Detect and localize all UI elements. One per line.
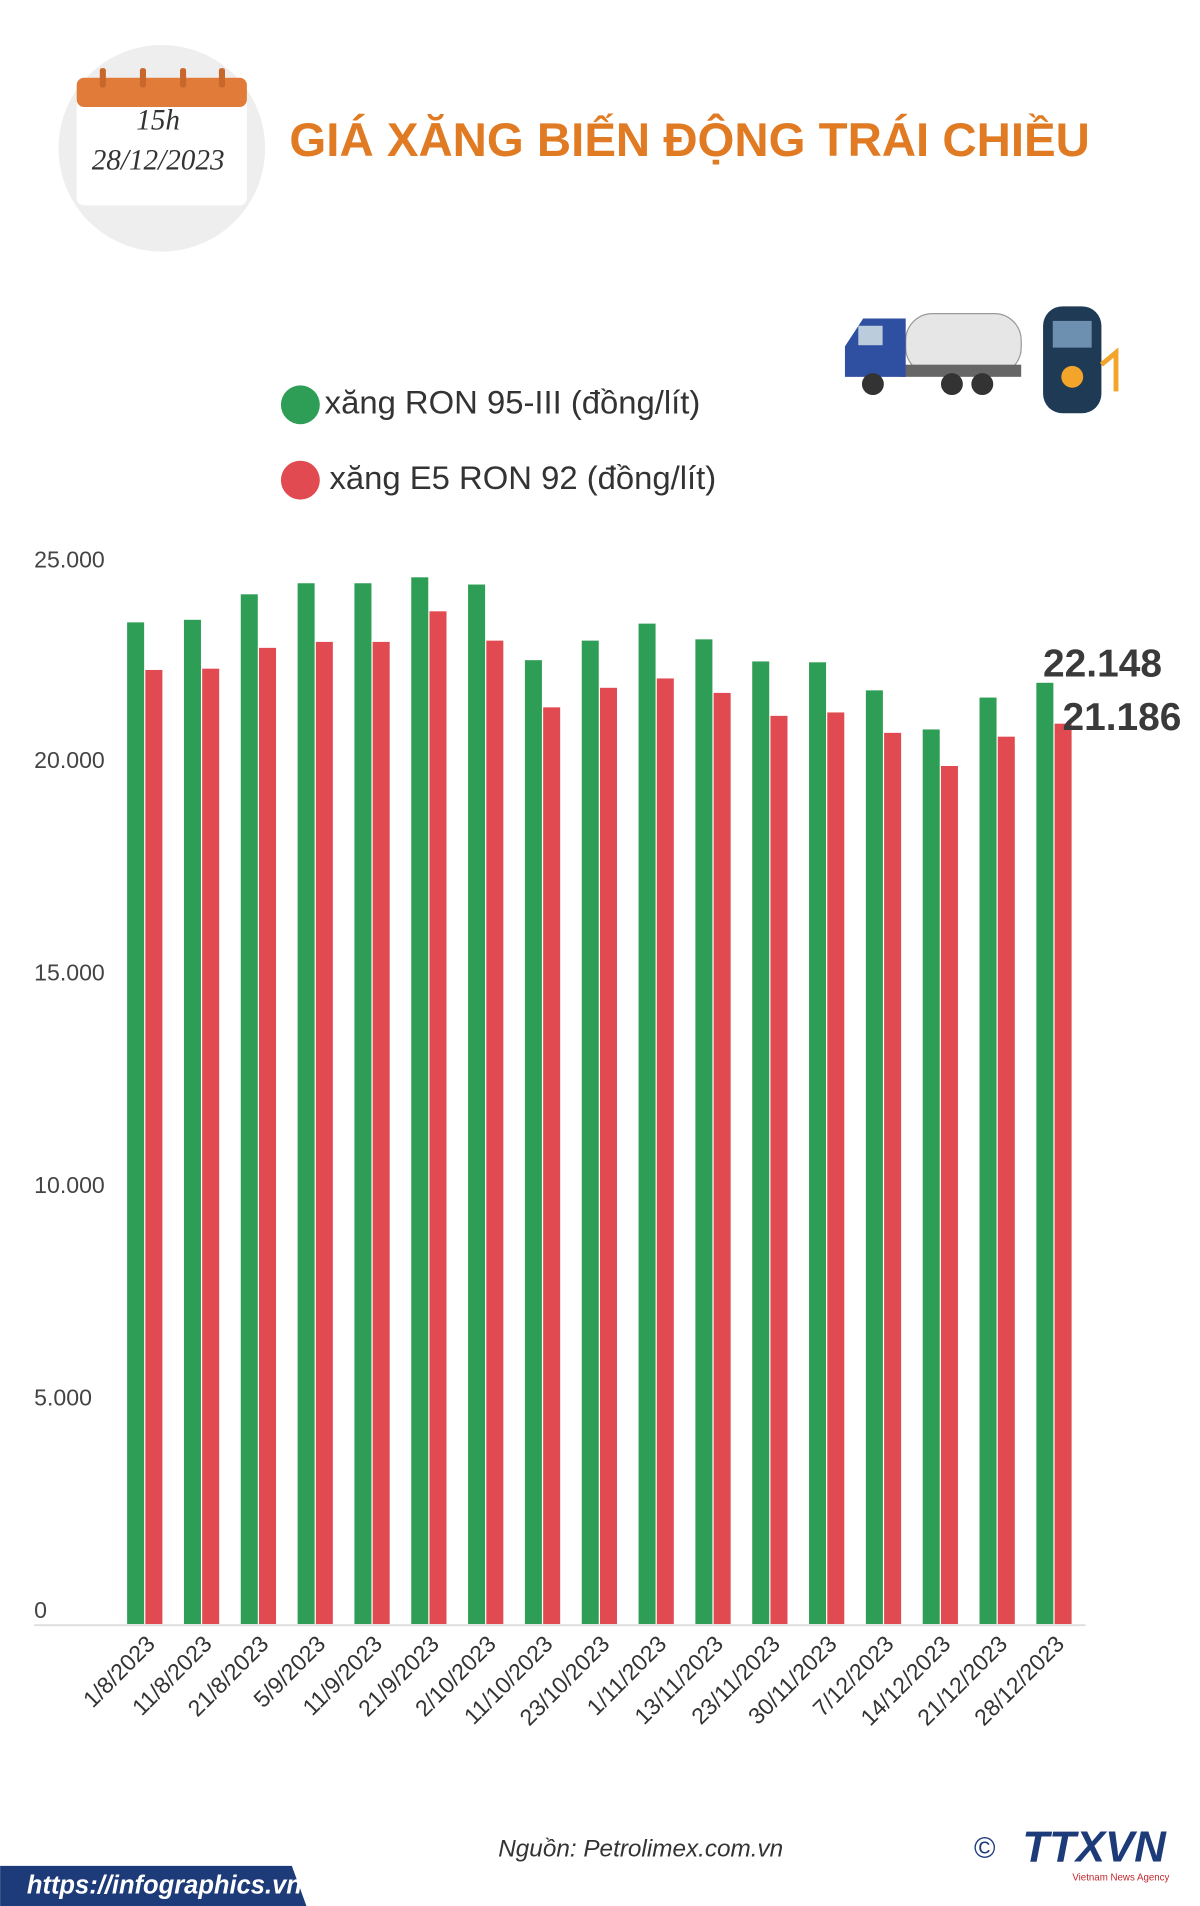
bar bbox=[202, 668, 220, 1624]
badge-time: 15h bbox=[136, 104, 180, 136]
legend-swatch bbox=[280, 385, 320, 425]
bar bbox=[429, 611, 447, 1624]
source-note: Nguồn: Petrolimex.com.vn bbox=[498, 1836, 783, 1863]
legend-label: xăng E5 RON 92 (đồng/lít) bbox=[330, 459, 717, 496]
calendar-top bbox=[76, 77, 247, 107]
bar bbox=[145, 669, 163, 1624]
bar bbox=[486, 640, 504, 1624]
truck-icon bbox=[844, 313, 1022, 396]
bar bbox=[713, 692, 731, 1624]
y-tick-label: 25.000 bbox=[34, 547, 105, 573]
bar bbox=[770, 715, 788, 1624]
calendar bbox=[76, 77, 247, 206]
bar bbox=[259, 647, 277, 1624]
legend-label: xăng RON 95-III (đồng/lít) bbox=[325, 383, 701, 420]
bar bbox=[884, 732, 902, 1624]
calendar-rings bbox=[99, 68, 225, 88]
website-band bbox=[0, 1865, 307, 1906]
bar bbox=[1054, 723, 1072, 1624]
y-tick-label: 5.000 bbox=[34, 1384, 92, 1410]
bar bbox=[411, 577, 429, 1624]
bar bbox=[865, 690, 883, 1624]
data-label: 22.148 bbox=[1043, 642, 1162, 685]
website: https://infographics.vn bbox=[27, 1871, 302, 1899]
bar bbox=[752, 661, 770, 1624]
bar bbox=[656, 678, 674, 1624]
y-tick-label: 0 bbox=[34, 1597, 47, 1623]
bar bbox=[581, 640, 599, 1624]
bar bbox=[827, 712, 845, 1624]
chart-title: GIÁ XĂNG BIẾN ĐỘNG TRÁI CHIỀU bbox=[289, 112, 1089, 167]
badge-date: 28/12/2023 bbox=[92, 145, 225, 177]
logo: TTXVN bbox=[1022, 1823, 1167, 1872]
bar bbox=[315, 641, 333, 1624]
bar bbox=[922, 729, 940, 1624]
bar bbox=[695, 639, 713, 1624]
bar bbox=[183, 619, 201, 1624]
agency: Vietnam News Agency bbox=[1072, 1873, 1169, 1884]
y-tick-label: 20.000 bbox=[34, 747, 105, 773]
bar bbox=[240, 594, 258, 1624]
pump-icon bbox=[1043, 306, 1119, 414]
bar bbox=[354, 583, 372, 1624]
bar bbox=[372, 641, 390, 1624]
bar bbox=[297, 583, 315, 1624]
bar bbox=[468, 584, 486, 1624]
copyright: © bbox=[974, 1833, 996, 1865]
bar bbox=[524, 660, 542, 1624]
y-tick-label: 15.000 bbox=[34, 959, 105, 985]
bar bbox=[809, 662, 827, 1624]
bar bbox=[127, 622, 145, 1624]
y-tick-label: 10.000 bbox=[34, 1172, 105, 1198]
bar bbox=[997, 736, 1015, 1624]
data-label: 21.186 bbox=[1063, 696, 1182, 739]
bar bbox=[543, 707, 561, 1624]
bar bbox=[638, 623, 656, 1624]
bar bbox=[940, 765, 958, 1624]
bar bbox=[599, 687, 617, 1624]
legend-swatch bbox=[280, 460, 320, 500]
bar bbox=[979, 697, 997, 1624]
bar bbox=[1036, 682, 1054, 1624]
